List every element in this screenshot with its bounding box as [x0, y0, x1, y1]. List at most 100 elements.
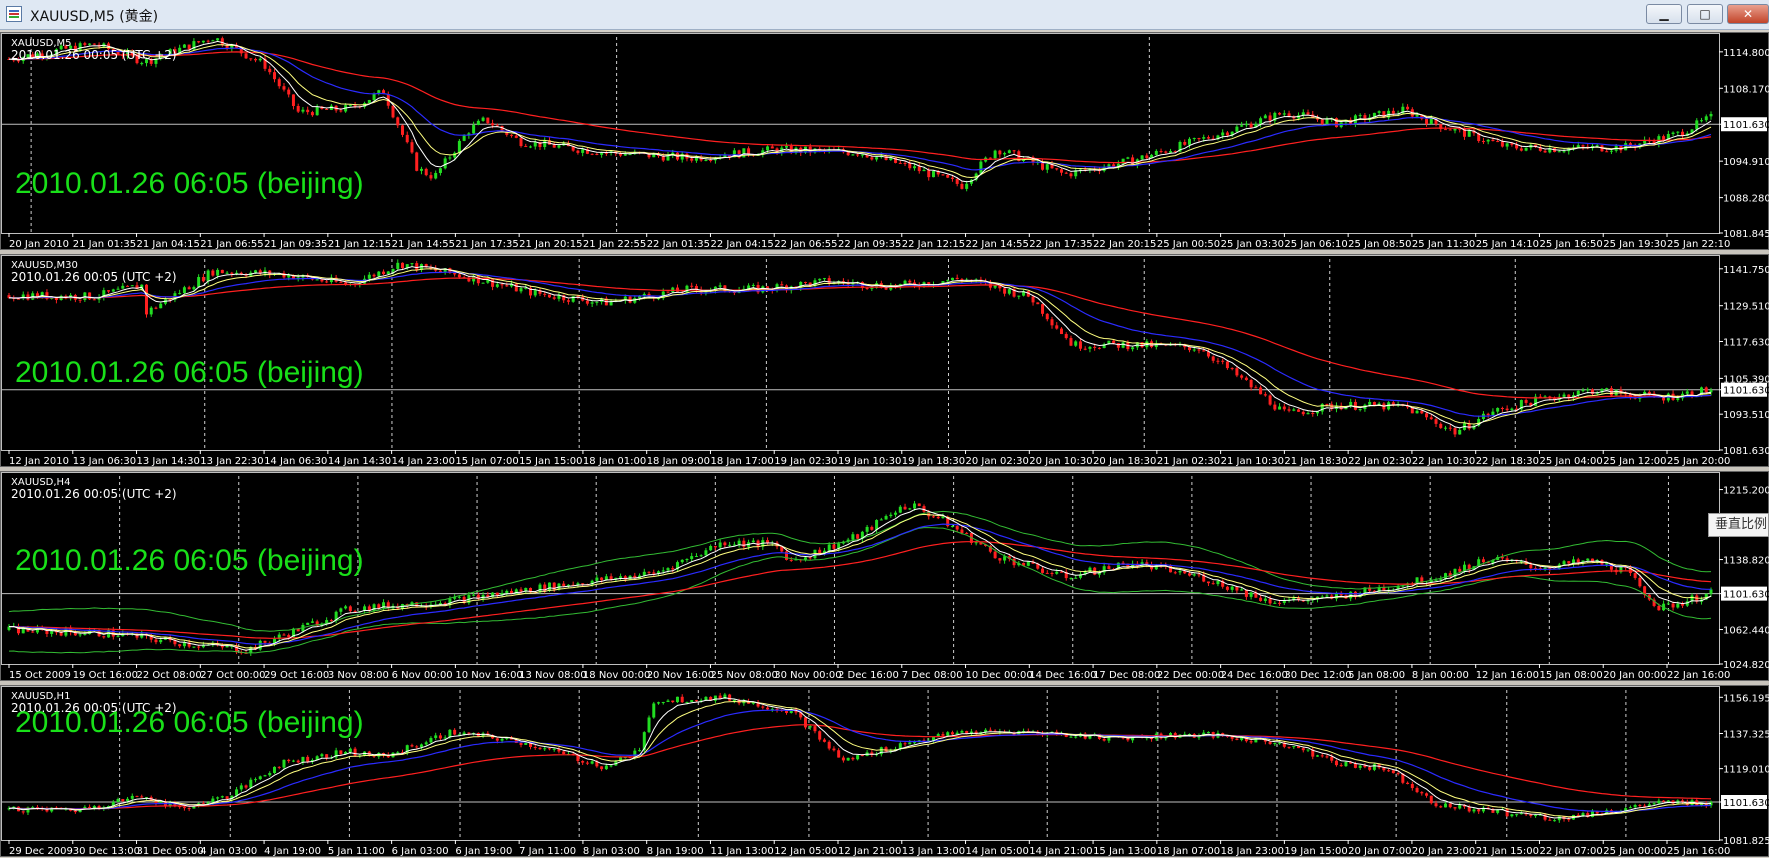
- candle-body: [1700, 387, 1704, 397]
- candle-body: [1263, 394, 1267, 396]
- time-label: 25 Jan 12:00: [1603, 456, 1666, 467]
- candle-body: [457, 734, 461, 736]
- candle-body: [126, 798, 130, 802]
- candle-body: [1330, 756, 1334, 761]
- candle-body: [1007, 556, 1011, 559]
- candle-body: [291, 760, 295, 762]
- time-label: 20 Jan 2010: [9, 239, 69, 250]
- candle-body: [547, 294, 551, 298]
- candle-body: [1557, 816, 1561, 821]
- candle-body: [718, 285, 722, 287]
- panel-divider[interactable]: [0, 250, 1769, 254]
- candle-body: [405, 134, 409, 143]
- candle-body: [818, 278, 822, 281]
- candle-body: [709, 546, 713, 551]
- candle-body: [1444, 573, 1448, 579]
- candle-body: [984, 544, 988, 546]
- candle-body: [1534, 814, 1538, 817]
- candle-body: [277, 79, 281, 87]
- candle-body: [1681, 603, 1685, 606]
- maximize-button[interactable]: □: [1687, 4, 1723, 24]
- candle-body: [661, 701, 665, 703]
- time-label: 22 Jan 16:00: [1667, 670, 1730, 681]
- candle-body: [386, 271, 390, 275]
- candle-body: [647, 152, 651, 158]
- candle-body: [258, 58, 262, 61]
- candle-body: [1297, 598, 1301, 600]
- candle-body: [1254, 387, 1258, 389]
- time-label: 6 Jan 03:00: [392, 846, 449, 857]
- candle-body: [690, 556, 694, 560]
- candle-body: [576, 150, 580, 153]
- chart-panel-h1[interactable]: 1156.195 1137.325 1119.010 1101.630 1081.825…: [0, 685, 1769, 857]
- candle-body: [1524, 147, 1528, 151]
- time-label: 22 Jan 17:35: [1029, 239, 1092, 250]
- candle-body: [410, 142, 414, 153]
- panel-divider[interactable]: [0, 681, 1769, 685]
- candle-body: [192, 41, 196, 50]
- candle-body: [1467, 564, 1471, 570]
- candle-body: [244, 652, 248, 654]
- candle-body: [419, 744, 423, 748]
- panel-divider[interactable]: [0, 467, 1769, 471]
- vertical-scale-tab[interactable]: 垂直比例: [1708, 513, 1769, 537]
- candle-body: [562, 583, 566, 586]
- chart-panel-h4[interactable]: 1215.200 1138.820 1101.630 1062.440 1024.820…: [0, 471, 1769, 681]
- candle-body: [633, 575, 637, 579]
- candle-body: [1078, 341, 1082, 349]
- candle-body: [600, 152, 604, 155]
- time-label: 24 Dec 16:00: [1221, 670, 1288, 681]
- candle-body: [647, 571, 651, 573]
- chart-panel-m30[interactable]: 1141.750 1129.510 1117.630 1105.390 1101.630…: [0, 254, 1769, 467]
- candle-body: [1477, 133, 1481, 142]
- candle-body: [775, 708, 779, 711]
- moving-average-fast: [8, 697, 1712, 819]
- candle-body: [1059, 169, 1063, 173]
- price-chart-h4[interactable]: 1215.200 1138.820 1101.630 1062.440 1024.820…: [1, 472, 1769, 682]
- time-label: 18 Jan 23:00: [1221, 846, 1284, 857]
- beijing-time-overlay: 2010.01.26 06:05 (beijing): [15, 167, 364, 200]
- candle-body: [1638, 804, 1642, 806]
- candle-body: [197, 41, 201, 43]
- time-label: 20 Jan 10:30: [1029, 456, 1092, 467]
- time-label: 21 Jan 12:15: [328, 239, 391, 250]
- time-label: 6 Nov 00:00: [392, 670, 453, 681]
- candle-body: [1240, 737, 1244, 740]
- minimize-button[interactable]: ▁: [1646, 4, 1682, 24]
- candle-body: [1221, 360, 1225, 362]
- candle-body: [1553, 820, 1557, 822]
- moving-average-slow: [9, 523, 1711, 645]
- chart-panel-m5[interactable]: 1114.800 1108.170 1101.630 1094.910 1088.280…: [0, 32, 1769, 250]
- candle-body: [1562, 394, 1566, 397]
- candle-body: [1605, 388, 1609, 390]
- candle-body: [699, 700, 703, 702]
- candle-body: [1183, 571, 1187, 574]
- candle-body: [931, 516, 935, 518]
- candle-body: [1353, 763, 1357, 768]
- price-chart-m5[interactable]: 1114.800 1108.170 1101.630 1094.910 1088.280…: [1, 33, 1769, 251]
- price-chart-m30[interactable]: 1141.750 1129.510 1117.630 1105.3901101.630…: [1, 255, 1769, 468]
- candle-body: [329, 277, 333, 283]
- candle-body: [462, 596, 466, 603]
- candle-body: [1643, 391, 1647, 396]
- candle-body: [704, 159, 708, 161]
- candle-body: [491, 123, 495, 126]
- candle-body: [780, 284, 784, 286]
- candle-body: [1406, 106, 1410, 110]
- candle-body: [993, 150, 997, 159]
- candle-body: [832, 748, 836, 751]
- current-price-label: 1101.630: [1723, 120, 1769, 131]
- candle-body: [306, 756, 310, 762]
- candle-body: [1420, 792, 1424, 794]
- candle-body: [140, 796, 144, 798]
- candle-body: [1372, 764, 1376, 770]
- candle-body: [1055, 168, 1059, 170]
- candle-body: [1548, 567, 1552, 569]
- candle-body: [604, 152, 608, 154]
- time-label: 21 Jan 17:35: [455, 239, 518, 250]
- price-chart-h1[interactable]: 1156.195 1137.325 1119.010 1101.630 1081.825…: [1, 686, 1769, 858]
- candle-body: [884, 155, 888, 161]
- close-button[interactable]: ✕: [1727, 4, 1769, 24]
- candle-body: [1145, 155, 1149, 159]
- candle-body: [254, 779, 258, 781]
